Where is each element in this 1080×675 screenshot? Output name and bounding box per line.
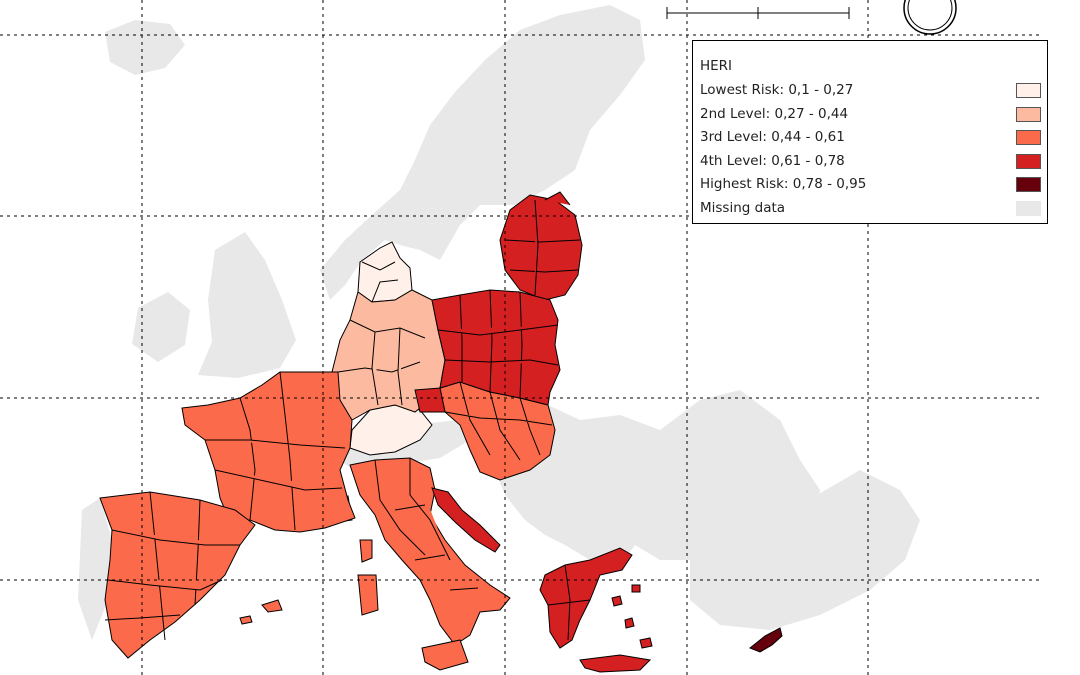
legend-row: 3rd Level: 0,44 - 0,61 [700, 126, 1047, 150]
legend: HERI Lowest Risk: 0,1 - 0,27 2nd Level: 0… [692, 40, 1048, 224]
north-arrow-icon [903, 0, 957, 35]
legend-swatch [1016, 200, 1041, 216]
legend-label: Missing data [700, 199, 786, 216]
legend-row: Lowest Risk: 0,1 - 0,27 [700, 79, 1047, 103]
regions-lowest-risk [349, 241, 433, 456]
legend-row: 2nd Level: 0,27 - 0,44 [700, 103, 1047, 127]
legend-swatch [1016, 177, 1041, 193]
legend-swatch [1016, 130, 1041, 146]
legend-label: 3rd Level: 0,44 - 0,61 [700, 129, 845, 146]
scale-bar [666, 7, 850, 19]
legend-label: 4th Level: 0,61 - 0,78 [700, 152, 845, 169]
legend-row: Missing data [700, 197, 1047, 221]
regions-3rd-level [99, 371, 556, 671]
regions-4th-level [414, 191, 653, 673]
legend-swatch [1016, 106, 1041, 122]
legend-swatch [1016, 153, 1041, 169]
legend-label: Lowest Risk: 0,1 - 0,27 [700, 82, 854, 98]
legend-label: 2nd Level: 0,27 - 0,44 [700, 105, 849, 122]
legend-row: 4th Level: 0,61 - 0,78 [700, 150, 1047, 174]
legend-swatch [1016, 83, 1041, 98]
legend-row: Highest Risk: 0,78 - 0,95 [700, 173, 1047, 197]
missing-data-land [78, 5, 920, 640]
regions-highest-risk [749, 627, 783, 653]
legend-label: Highest Risk: 0,78 - 0,95 [700, 176, 867, 193]
legend-title: HERI [700, 58, 733, 74]
graticule [0, 0, 1040, 675]
